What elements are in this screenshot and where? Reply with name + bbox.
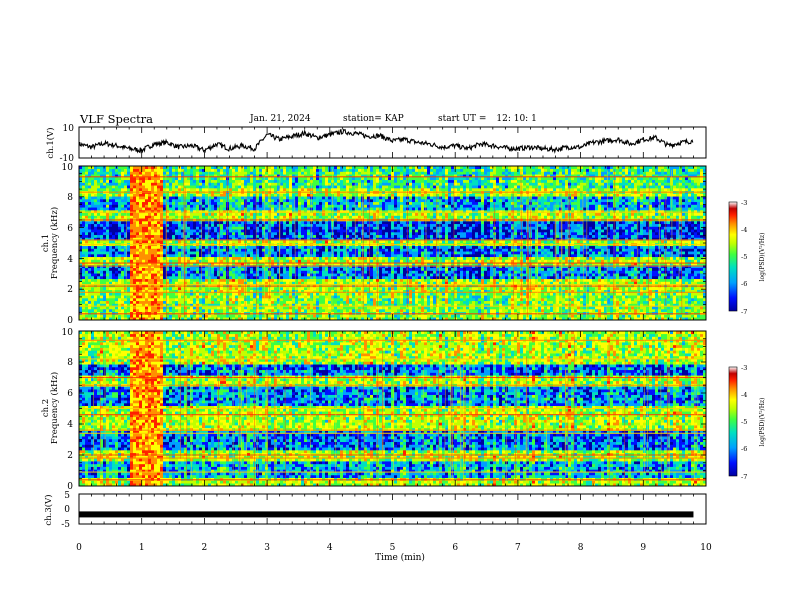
ch3-ytick-bottom: -5 [61,520,70,530]
ch1-waveform-ylabel: ch.1(V) [45,127,56,158]
ch1-waveform-plot [79,130,693,153]
spec2-ytick-2: 2 [67,451,73,461]
spec1-ytick-6: 6 [67,224,73,234]
ch2-cbar-tick-m7: -7 [741,473,747,481]
vlf-figure: 10 -10 ch.1(V) 0 2 4 6 8 10 ch.1 Frequen… [0,0,792,612]
spec1-ytick-4: 4 [67,255,73,265]
ch1-cbar-tick-m6: -6 [741,280,747,288]
ch1-cbar-tick-m4: -4 [741,226,747,234]
ch3-ytick-top: 5 [64,491,70,501]
ch2-spectrogram [79,331,706,486]
spec2-ytick-8: 8 [67,358,73,368]
spec2-ytick-4: 4 [67,420,73,430]
ch3-waveform-ylabel: ch.3(V) [43,494,54,525]
ch1-spectrogram [79,166,706,320]
ch1-waveform-line [79,130,693,153]
spec1-ytick-2: 2 [67,285,73,295]
xtick-7: 7 [515,543,521,553]
ch2-cbar-tick-m5: -5 [741,418,747,426]
time-axis: 0 1 2 3 4 5 6 7 8 9 10 Time (min) [76,543,712,563]
spec1-ytick-8: 8 [67,193,73,203]
ch1-cbar-tick-m7: -7 [741,308,747,316]
spec1-ytick-10: 10 [62,163,74,173]
ch3-waveform-line [79,511,693,517]
xtick-2: 2 [202,543,208,553]
xtick-3: 3 [264,543,270,553]
ch1-colorbar-scale [729,202,737,311]
ch2-cbar-tick-m3: -3 [741,364,747,372]
ch2-cbar-tick-m4: -4 [741,391,747,399]
xtick-9: 9 [640,543,646,553]
ch2-spectrogram-yaxis: 0 2 4 6 8 10 ch.2 Frequency (kHz) [41,328,73,492]
spec1-ylabel-frequency: Frequency (kHz) [49,207,60,279]
xtick-10: 10 [700,543,712,553]
x-axis-label: Time (min) [375,552,425,563]
spec2-ylabel-frequency: Frequency (kHz) [49,372,60,444]
ch3-ytick-mid: 0 [64,505,70,515]
ch1-cbar-tick-m3: -3 [741,199,747,207]
xtick-1: 1 [139,543,145,553]
spec1-ytick-0: 0 [67,316,73,326]
ch1-spectrogram-yaxis: 0 2 4 6 8 10 ch.1 Frequency (kHz) [41,163,73,326]
ch3-waveform-plot [79,511,693,517]
ch3-waveform-yaxis: 5 0 -5 ch.3(V) [43,491,70,530]
ch2-colorbar-scale [729,367,737,476]
xtick-0: 0 [76,543,82,553]
xtick-6: 6 [452,543,458,553]
spec2-ytick-6: 6 [67,389,73,399]
ch1-colorbar: -3 -4 -5 -6 -7 log(PSD)(V²/Hz) [729,199,766,316]
ch1-waveform-yaxis: 10 -10 ch.1(V) [45,124,74,164]
spec2-ytick-10: 10 [62,328,74,338]
xtick-8: 8 [578,543,584,553]
ch2-colorbar-label: log(PSD)(V²/Hz) [759,398,766,447]
ch1-ytick-top: 10 [63,124,75,134]
xtick-5: 5 [390,543,396,553]
ch2-colorbar: -3 -4 -5 -6 -7 log(PSD)(V²/Hz) [729,364,766,481]
xtick-4: 4 [327,543,333,553]
ch1-cbar-tick-m5: -5 [741,253,747,261]
ch2-cbar-tick-m6: -6 [741,445,747,453]
ch1-colorbar-label: log(PSD)(V²/Hz) [759,233,766,282]
